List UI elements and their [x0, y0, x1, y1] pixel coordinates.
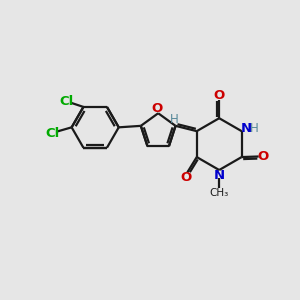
Text: O: O — [152, 102, 163, 115]
Text: H: H — [250, 122, 258, 135]
Text: Cl: Cl — [59, 94, 74, 107]
Text: O: O — [214, 89, 225, 102]
Text: N: N — [214, 169, 225, 182]
Text: H: H — [170, 113, 178, 126]
Text: CH₃: CH₃ — [210, 188, 229, 198]
Text: Cl: Cl — [45, 127, 60, 140]
Text: O: O — [181, 171, 192, 184]
Text: N: N — [241, 122, 252, 135]
Text: O: O — [257, 150, 269, 163]
